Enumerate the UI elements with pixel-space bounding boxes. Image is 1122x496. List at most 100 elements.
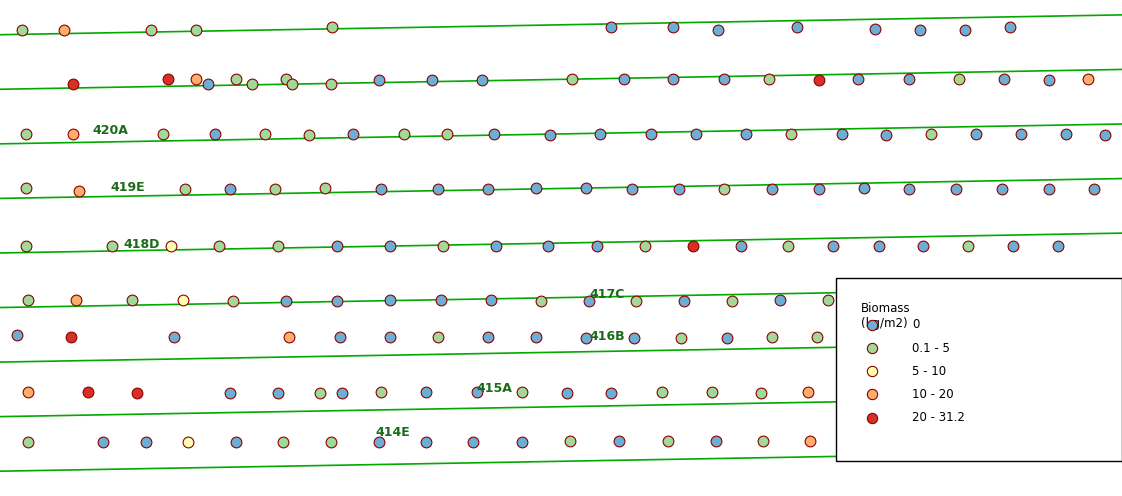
Point xyxy=(103,242,121,249)
Point xyxy=(810,76,828,84)
Point xyxy=(846,388,864,396)
Point xyxy=(221,186,239,193)
Point xyxy=(19,438,37,446)
Point xyxy=(8,331,26,339)
Point xyxy=(752,389,770,397)
Point xyxy=(176,186,194,193)
Point xyxy=(333,389,351,397)
Point xyxy=(479,186,497,193)
Point xyxy=(760,75,778,83)
Text: 20 - 31.2: 20 - 31.2 xyxy=(912,411,965,424)
Text: 0: 0 xyxy=(912,318,920,331)
Point xyxy=(801,437,819,445)
Point xyxy=(615,75,633,83)
Point xyxy=(623,186,641,193)
Point xyxy=(269,242,287,249)
Point xyxy=(473,76,491,84)
Point xyxy=(788,23,806,31)
Point xyxy=(732,242,749,249)
Point xyxy=(824,242,842,249)
Point xyxy=(987,333,1005,341)
Text: 417C: 417C xyxy=(589,288,625,301)
Point xyxy=(154,130,172,138)
Point xyxy=(468,388,486,396)
Point xyxy=(715,186,733,193)
Point xyxy=(898,334,916,342)
Point xyxy=(864,297,882,305)
Point xyxy=(1040,76,1058,84)
Point xyxy=(482,296,500,304)
Point xyxy=(142,26,160,34)
Point xyxy=(715,75,733,83)
Point xyxy=(833,130,850,138)
Point xyxy=(967,130,985,138)
Point xyxy=(577,334,595,342)
Point xyxy=(513,438,531,446)
Point xyxy=(283,80,301,88)
Point xyxy=(328,297,346,305)
Text: 10 - 20: 10 - 20 xyxy=(912,388,954,401)
Point xyxy=(911,297,929,305)
Text: 415A: 415A xyxy=(477,382,513,395)
Point xyxy=(911,26,929,34)
Point xyxy=(672,334,690,342)
Point xyxy=(187,26,205,34)
Point xyxy=(819,296,837,304)
Point xyxy=(206,130,224,138)
Text: 418D: 418D xyxy=(123,238,159,251)
Point xyxy=(532,297,550,305)
Point xyxy=(1057,130,1075,138)
Point xyxy=(799,388,817,396)
Point xyxy=(922,130,940,138)
Point xyxy=(434,242,452,249)
Point xyxy=(870,242,888,249)
Point xyxy=(956,26,974,34)
Point xyxy=(221,389,239,397)
Point xyxy=(603,23,620,31)
Point xyxy=(381,333,399,341)
Point xyxy=(603,389,620,397)
Text: 420A: 420A xyxy=(92,124,128,137)
Point xyxy=(754,437,772,445)
Point xyxy=(243,80,261,88)
Point xyxy=(316,185,334,192)
Point xyxy=(423,76,441,84)
Point xyxy=(19,296,37,304)
Point xyxy=(429,186,447,193)
Point xyxy=(17,242,35,249)
FancyBboxPatch shape xyxy=(836,278,1122,461)
Point xyxy=(513,388,531,396)
Point xyxy=(395,130,413,138)
Point xyxy=(577,185,595,192)
Point xyxy=(914,242,932,249)
Point xyxy=(64,130,82,138)
Text: 0.1 - 5: 0.1 - 5 xyxy=(912,342,950,355)
Point xyxy=(653,388,671,396)
Point xyxy=(771,296,789,304)
Point xyxy=(855,185,873,192)
Point xyxy=(863,321,881,329)
Point xyxy=(373,186,390,193)
Point xyxy=(687,130,705,138)
Point xyxy=(664,75,682,83)
Point xyxy=(625,334,643,342)
Point xyxy=(465,438,482,446)
Point xyxy=(17,130,35,138)
Point xyxy=(94,438,112,446)
Point xyxy=(277,297,295,305)
Point xyxy=(580,297,598,305)
Point xyxy=(1096,131,1114,139)
Point xyxy=(591,130,609,138)
Point xyxy=(64,80,82,88)
Point xyxy=(199,80,217,88)
Point xyxy=(636,242,654,249)
Point xyxy=(344,130,362,138)
Point xyxy=(863,344,881,352)
Point xyxy=(162,242,180,249)
Point xyxy=(323,23,341,31)
Point xyxy=(438,130,456,138)
Point xyxy=(227,75,245,83)
Point xyxy=(900,75,918,83)
Point xyxy=(328,242,346,249)
Point xyxy=(737,130,755,138)
